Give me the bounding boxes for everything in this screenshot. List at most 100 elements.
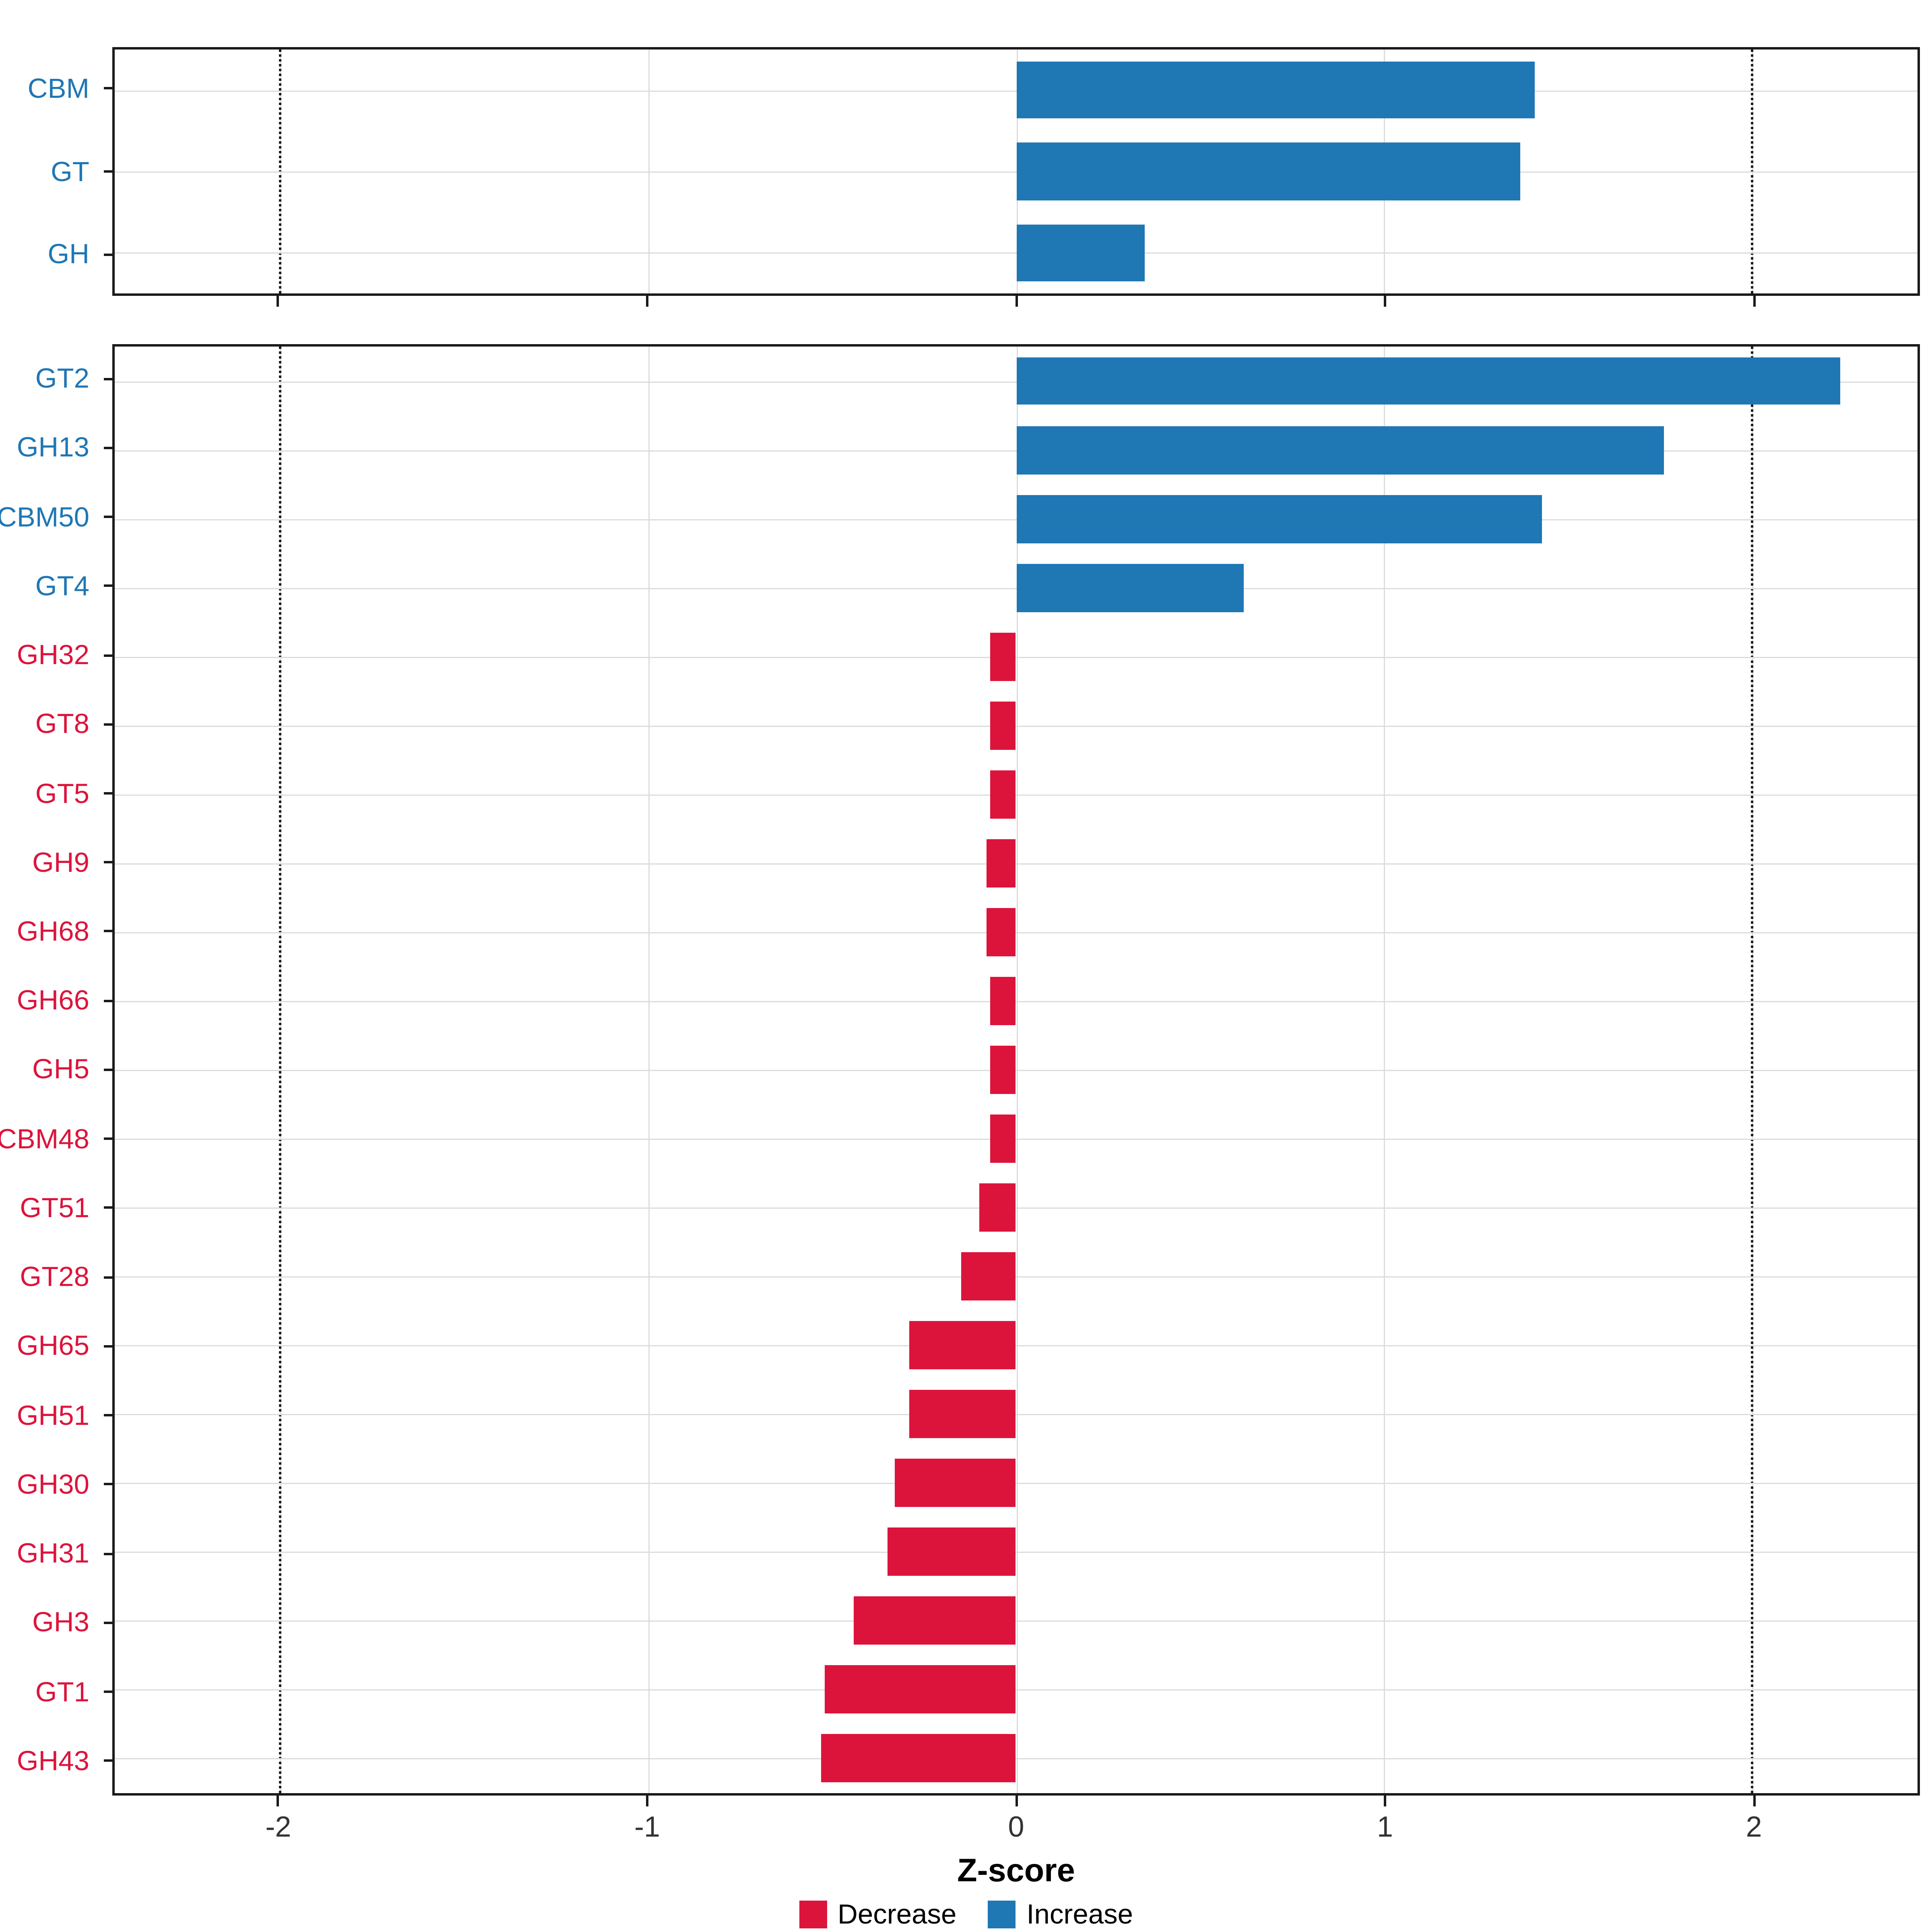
y-label-row-GH32: GH32 (0, 621, 112, 690)
y-label-row-GT4: GT4 (0, 551, 112, 621)
y-label-GH30: GH30 (17, 1468, 89, 1500)
y-tick-GH68 (104, 930, 112, 933)
y-tick-GH30 (104, 1483, 112, 1486)
y-tick-GT4 (104, 584, 112, 587)
bar-row-GH66 (115, 966, 1918, 1035)
y-tick-GH32 (104, 654, 112, 656)
bar-row-GH68 (115, 898, 1918, 966)
y-label-GH: GH (47, 238, 90, 270)
y-label-row-GT8: GT8 (0, 690, 112, 759)
bar-GT1 (825, 1666, 1016, 1714)
y-label-CBM: CBM (27, 72, 89, 104)
y-label-GH68: GH68 (17, 915, 89, 947)
panel-bottom (112, 344, 1920, 1796)
y-tick-GH66 (104, 999, 112, 1002)
y-tick-GH3 (104, 1621, 112, 1624)
bar-GH32 (990, 632, 1016, 681)
gridline-y (115, 863, 1918, 865)
bar-row-GT2 (115, 347, 1918, 415)
gridline-y (115, 1345, 1918, 1347)
y-tick-GH5 (104, 1068, 112, 1071)
y-label-row-GT1: GT1 (0, 1657, 112, 1726)
legend-swatch-decrease (799, 1901, 827, 1928)
y-label-CBM48: CBM48 (0, 1123, 89, 1154)
x-ticks-top-panel (112, 296, 1920, 307)
y-label-row-GT28: GT28 (0, 1243, 112, 1312)
y-label-GH51: GH51 (17, 1399, 89, 1430)
bar-row-GT5 (115, 760, 1918, 829)
gridline-y (115, 1208, 1918, 1209)
bar-row-GT8 (115, 691, 1918, 760)
bar-row-CBM50 (115, 484, 1918, 553)
y-axis-labels-top-panel: CBM GT GH (0, 47, 112, 296)
gridline-y (115, 1069, 1918, 1071)
bar-CBM50 (1016, 494, 1542, 543)
y-label-row-GH51: GH51 (0, 1381, 112, 1450)
x-tick-mark--1 (646, 296, 648, 307)
y-label-row-GH31: GH31 (0, 1519, 112, 1588)
y-label-GH31: GH31 (17, 1537, 89, 1569)
gridline-y (115, 794, 1918, 796)
y-tick-GT28 (104, 1276, 112, 1278)
bar-row-GT1 (115, 1655, 1918, 1724)
y-label-CBM50: CBM50 (0, 500, 89, 532)
y-tick-GH51 (104, 1414, 112, 1417)
legend-label-increase: Increase (1026, 1898, 1133, 1930)
y-label-GH43: GH43 (17, 1744, 89, 1776)
y-label-row-GT51: GT51 (0, 1173, 112, 1243)
x-tick-label-0: 0 (1008, 1811, 1024, 1844)
bar-GT (1016, 143, 1520, 200)
gridline-y (115, 1759, 1918, 1760)
bar-row-GH (115, 212, 1918, 293)
x-axis-tick-labels: -2 -1 0 1 2 (112, 1811, 1920, 1847)
bar-row-GH13 (115, 415, 1918, 484)
y-label-row-GH13: GH13 (0, 413, 112, 483)
bar-row-GH9 (115, 829, 1918, 898)
gridline-y (115, 656, 1918, 658)
y-label-GT5: GT5 (35, 777, 89, 809)
gridline-y (115, 1139, 1918, 1140)
gridline-y (115, 1276, 1918, 1278)
y-label-row-GT2: GT2 (0, 344, 112, 413)
panel-top (112, 47, 1920, 296)
bar-row-GT28 (115, 1242, 1918, 1311)
bar-GH68 (987, 908, 1016, 956)
y-label-GT51: GT51 (20, 1191, 89, 1223)
bar-GT2 (1016, 357, 1840, 405)
bar-row-CBM48 (115, 1104, 1918, 1173)
y-label-row-GH43: GH43 (0, 1726, 112, 1796)
y-tick-GT5 (104, 792, 112, 795)
gridline-y (115, 1690, 1918, 1691)
bar-GH5 (990, 1046, 1016, 1094)
x-tick-mark-0 (1015, 296, 1018, 307)
y-label-row-GH66: GH66 (0, 966, 112, 1035)
y-tick-GT (104, 170, 112, 173)
x-tick-mark-1 (1384, 1796, 1386, 1806)
gridline-y (115, 1621, 1918, 1622)
gridline-y (115, 1552, 1918, 1553)
bar-GH9 (987, 839, 1016, 888)
bar-row-GH30 (115, 1449, 1918, 1517)
y-tick-GT2 (104, 377, 112, 380)
y-label-GT2: GT2 (35, 362, 89, 394)
gridline-y (115, 1001, 1918, 1002)
bar-GH30 (894, 1459, 1016, 1507)
bar-GH66 (990, 976, 1016, 1025)
y-label-row-GH68: GH68 (0, 897, 112, 966)
x-tick-label--1: -1 (634, 1811, 660, 1844)
y-label-GT1: GT1 (35, 1675, 89, 1707)
y-label-GH65: GH65 (17, 1330, 89, 1362)
bar-GT28 (961, 1252, 1016, 1301)
x-tick-label-1: 1 (1377, 1811, 1393, 1844)
bar-GT4 (1016, 564, 1245, 612)
bar-GT8 (990, 701, 1016, 750)
x-tick-mark-1 (1384, 296, 1386, 307)
bar-GH3 (854, 1597, 1016, 1645)
y-label-row-GH30: GH30 (0, 1450, 112, 1519)
x-tick-mark--1 (646, 1796, 648, 1806)
legend-item-decrease: Decrease (799, 1898, 956, 1931)
x-tick-label--2: -2 (265, 1811, 291, 1844)
gridline-y (115, 1414, 1918, 1416)
